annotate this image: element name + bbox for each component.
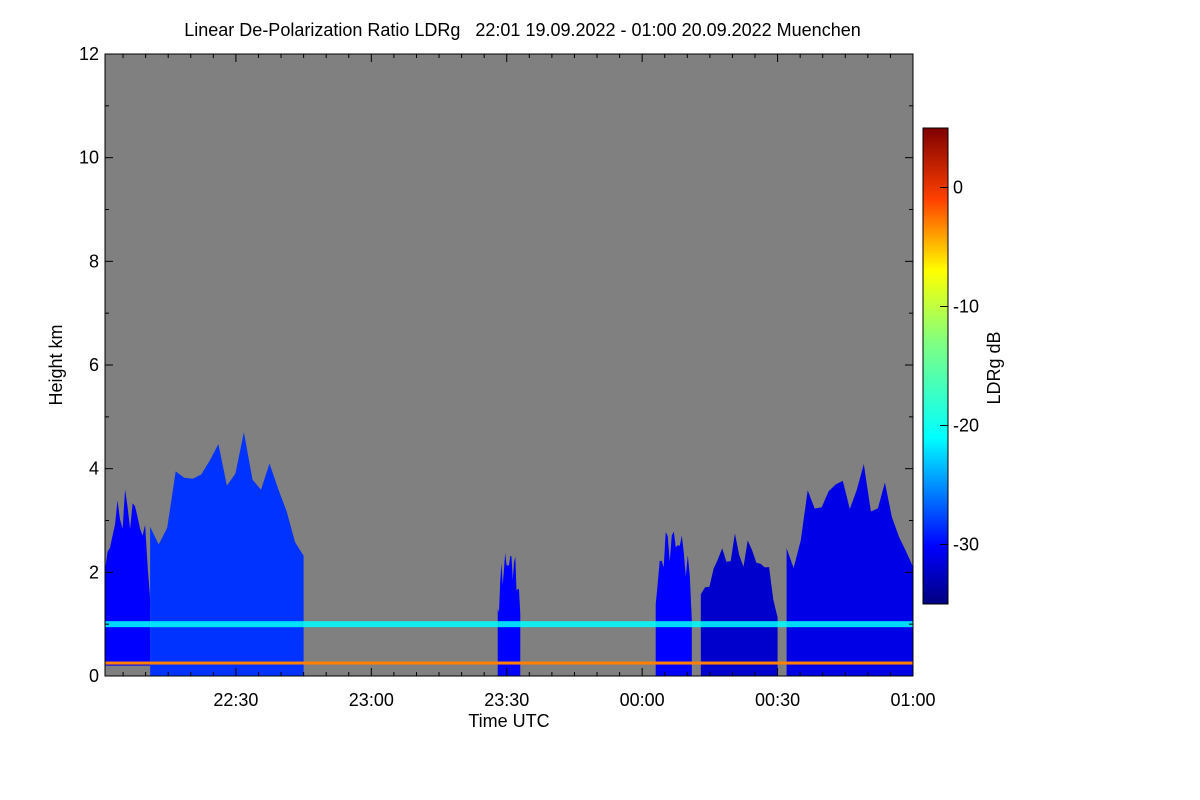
x-tick-label: 22:30 (213, 690, 258, 710)
colorbar-tick-label: -20 (953, 416, 979, 436)
x-tick-label: 00:30 (755, 690, 800, 710)
y-axis-label: Height km (46, 324, 66, 405)
y-tick-label: 12 (79, 44, 99, 64)
colorbar-axis: 0 -10 -20 -30 (940, 178, 979, 555)
cloud-region-main-cloud (150, 432, 304, 676)
x-tick-label: 23:00 (349, 690, 394, 710)
y-tick-label: 10 (79, 148, 99, 168)
y-tick-label: 6 (89, 355, 99, 375)
boundary-layer-band (105, 621, 913, 628)
x-axis: 22:30 23:00 23:30 00:00 00:30 01:00 (122, 54, 936, 710)
x-tick-label: 23:30 (484, 690, 529, 710)
y-axis: 0 2 4 6 8 10 12 (79, 44, 913, 686)
x-axis-label: Time UTC (468, 711, 549, 731)
cloud-region-cloud-0005 (655, 531, 692, 676)
x-tick-label: 00:00 (620, 690, 665, 710)
cloud-region-cloud-0015 (700, 533, 778, 676)
surface-layer-line (105, 661, 913, 665)
cloud-regions (105, 432, 913, 676)
y-tick-label: 0 (89, 666, 99, 686)
cloud-region-cloud-2330 (497, 552, 521, 676)
x-tick-label: 01:00 (890, 690, 935, 710)
y-tick-label: 4 (89, 459, 99, 479)
colorbar-tick-label: -30 (953, 535, 979, 555)
colorbar-label: LDRg dB (984, 331, 1004, 404)
chart-title: Linear De-Polarization Ratio LDRg 22:01 … (184, 20, 861, 40)
colorbar-tick-label: 0 (953, 178, 963, 198)
y-tick-label: 2 (89, 562, 99, 582)
colorbar (922, 127, 949, 605)
y-tick-label: 8 (89, 251, 99, 271)
colorbar-tick-label: -10 (953, 297, 979, 317)
